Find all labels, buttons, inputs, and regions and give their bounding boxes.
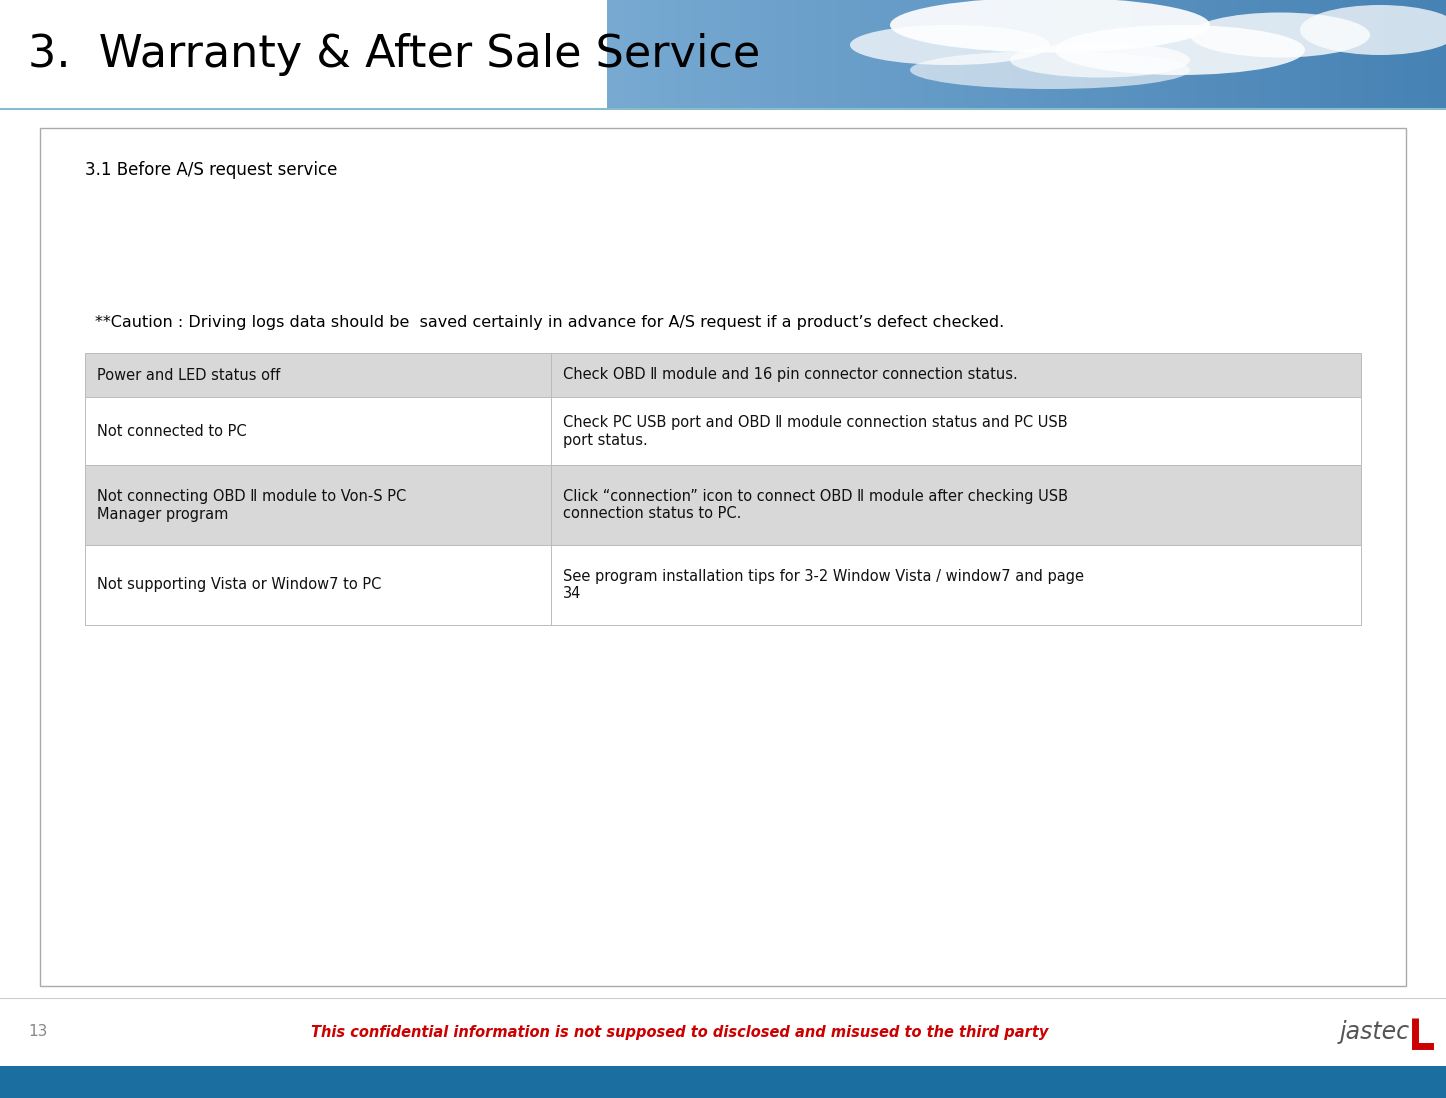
Text: This confidential information is not supposed to disclosed and misused to the th: This confidential information is not sup… <box>311 1024 1048 1040</box>
Text: Not supporting Vista or Window7 to PC: Not supporting Vista or Window7 to PC <box>97 578 382 593</box>
Text: 3.  Warranty & After Sale Service: 3. Warranty & After Sale Service <box>27 33 761 76</box>
Ellipse shape <box>850 25 1050 65</box>
Ellipse shape <box>1009 43 1190 78</box>
Bar <box>0 0 1446 108</box>
Text: **Caution : Driving logs data should be  saved certainly in advance for A/S requ: **Caution : Driving logs data should be … <box>95 315 1005 330</box>
Text: 34: 34 <box>562 586 581 602</box>
Bar <box>85 352 1361 397</box>
Bar <box>85 464 1361 545</box>
Text: Check OBD Ⅱ module and 16 pin connector connection status.: Check OBD Ⅱ module and 16 pin connector … <box>562 368 1018 382</box>
Text: See program installation tips for 3-2 Window Vista / window7 and page: See program installation tips for 3-2 Wi… <box>562 569 1083 583</box>
Ellipse shape <box>1300 5 1446 55</box>
Ellipse shape <box>1056 25 1304 75</box>
Text: 13: 13 <box>27 1024 48 1040</box>
Text: Click “connection” icon to connect OBD Ⅱ module after checking USB: Click “connection” icon to connect OBD Ⅱ… <box>562 489 1067 504</box>
Text: Check PC USB port and OBD Ⅱ module connection status and PC USB: Check PC USB port and OBD Ⅱ module conne… <box>562 415 1067 429</box>
Bar <box>85 545 1361 625</box>
Text: Manager program: Manager program <box>97 506 228 522</box>
Bar <box>0 998 1446 1066</box>
Text: port status.: port status. <box>562 433 648 448</box>
Text: connection status to PC.: connection status to PC. <box>562 506 742 522</box>
Bar <box>0 1066 1446 1098</box>
Ellipse shape <box>1190 12 1369 57</box>
Ellipse shape <box>910 51 1190 89</box>
Text: Not connected to PC: Not connected to PC <box>97 424 247 438</box>
Bar <box>85 397 1361 464</box>
Text: Power and LED status off: Power and LED status off <box>97 368 281 382</box>
Ellipse shape <box>889 0 1210 53</box>
Text: 3.1 Before A/S request service: 3.1 Before A/S request service <box>85 161 337 179</box>
FancyBboxPatch shape <box>40 128 1406 986</box>
Text: jastec: jastec <box>1340 1020 1410 1044</box>
Text: Not connecting OBD Ⅱ module to Von-S PC: Not connecting OBD Ⅱ module to Von-S PC <box>97 489 406 504</box>
